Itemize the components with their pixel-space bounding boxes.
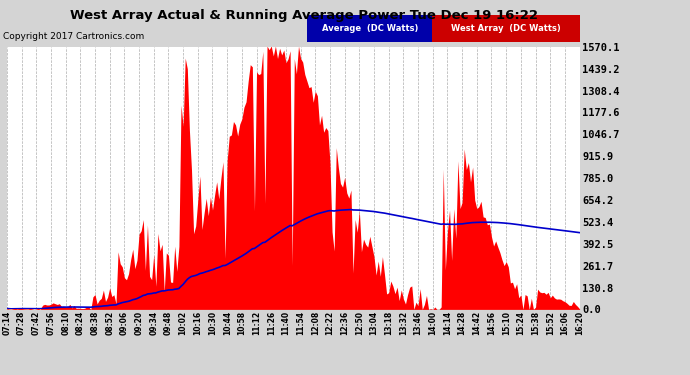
FancyBboxPatch shape [433, 15, 580, 42]
Text: Average  (DC Watts): Average (DC Watts) [322, 24, 418, 33]
Text: West Array Actual & Running Average Power Tue Dec 19 16:22: West Array Actual & Running Average Powe… [70, 9, 538, 22]
FancyBboxPatch shape [307, 15, 433, 42]
Text: Copyright 2017 Cartronics.com: Copyright 2017 Cartronics.com [3, 32, 145, 41]
Text: West Array  (DC Watts): West Array (DC Watts) [451, 24, 561, 33]
